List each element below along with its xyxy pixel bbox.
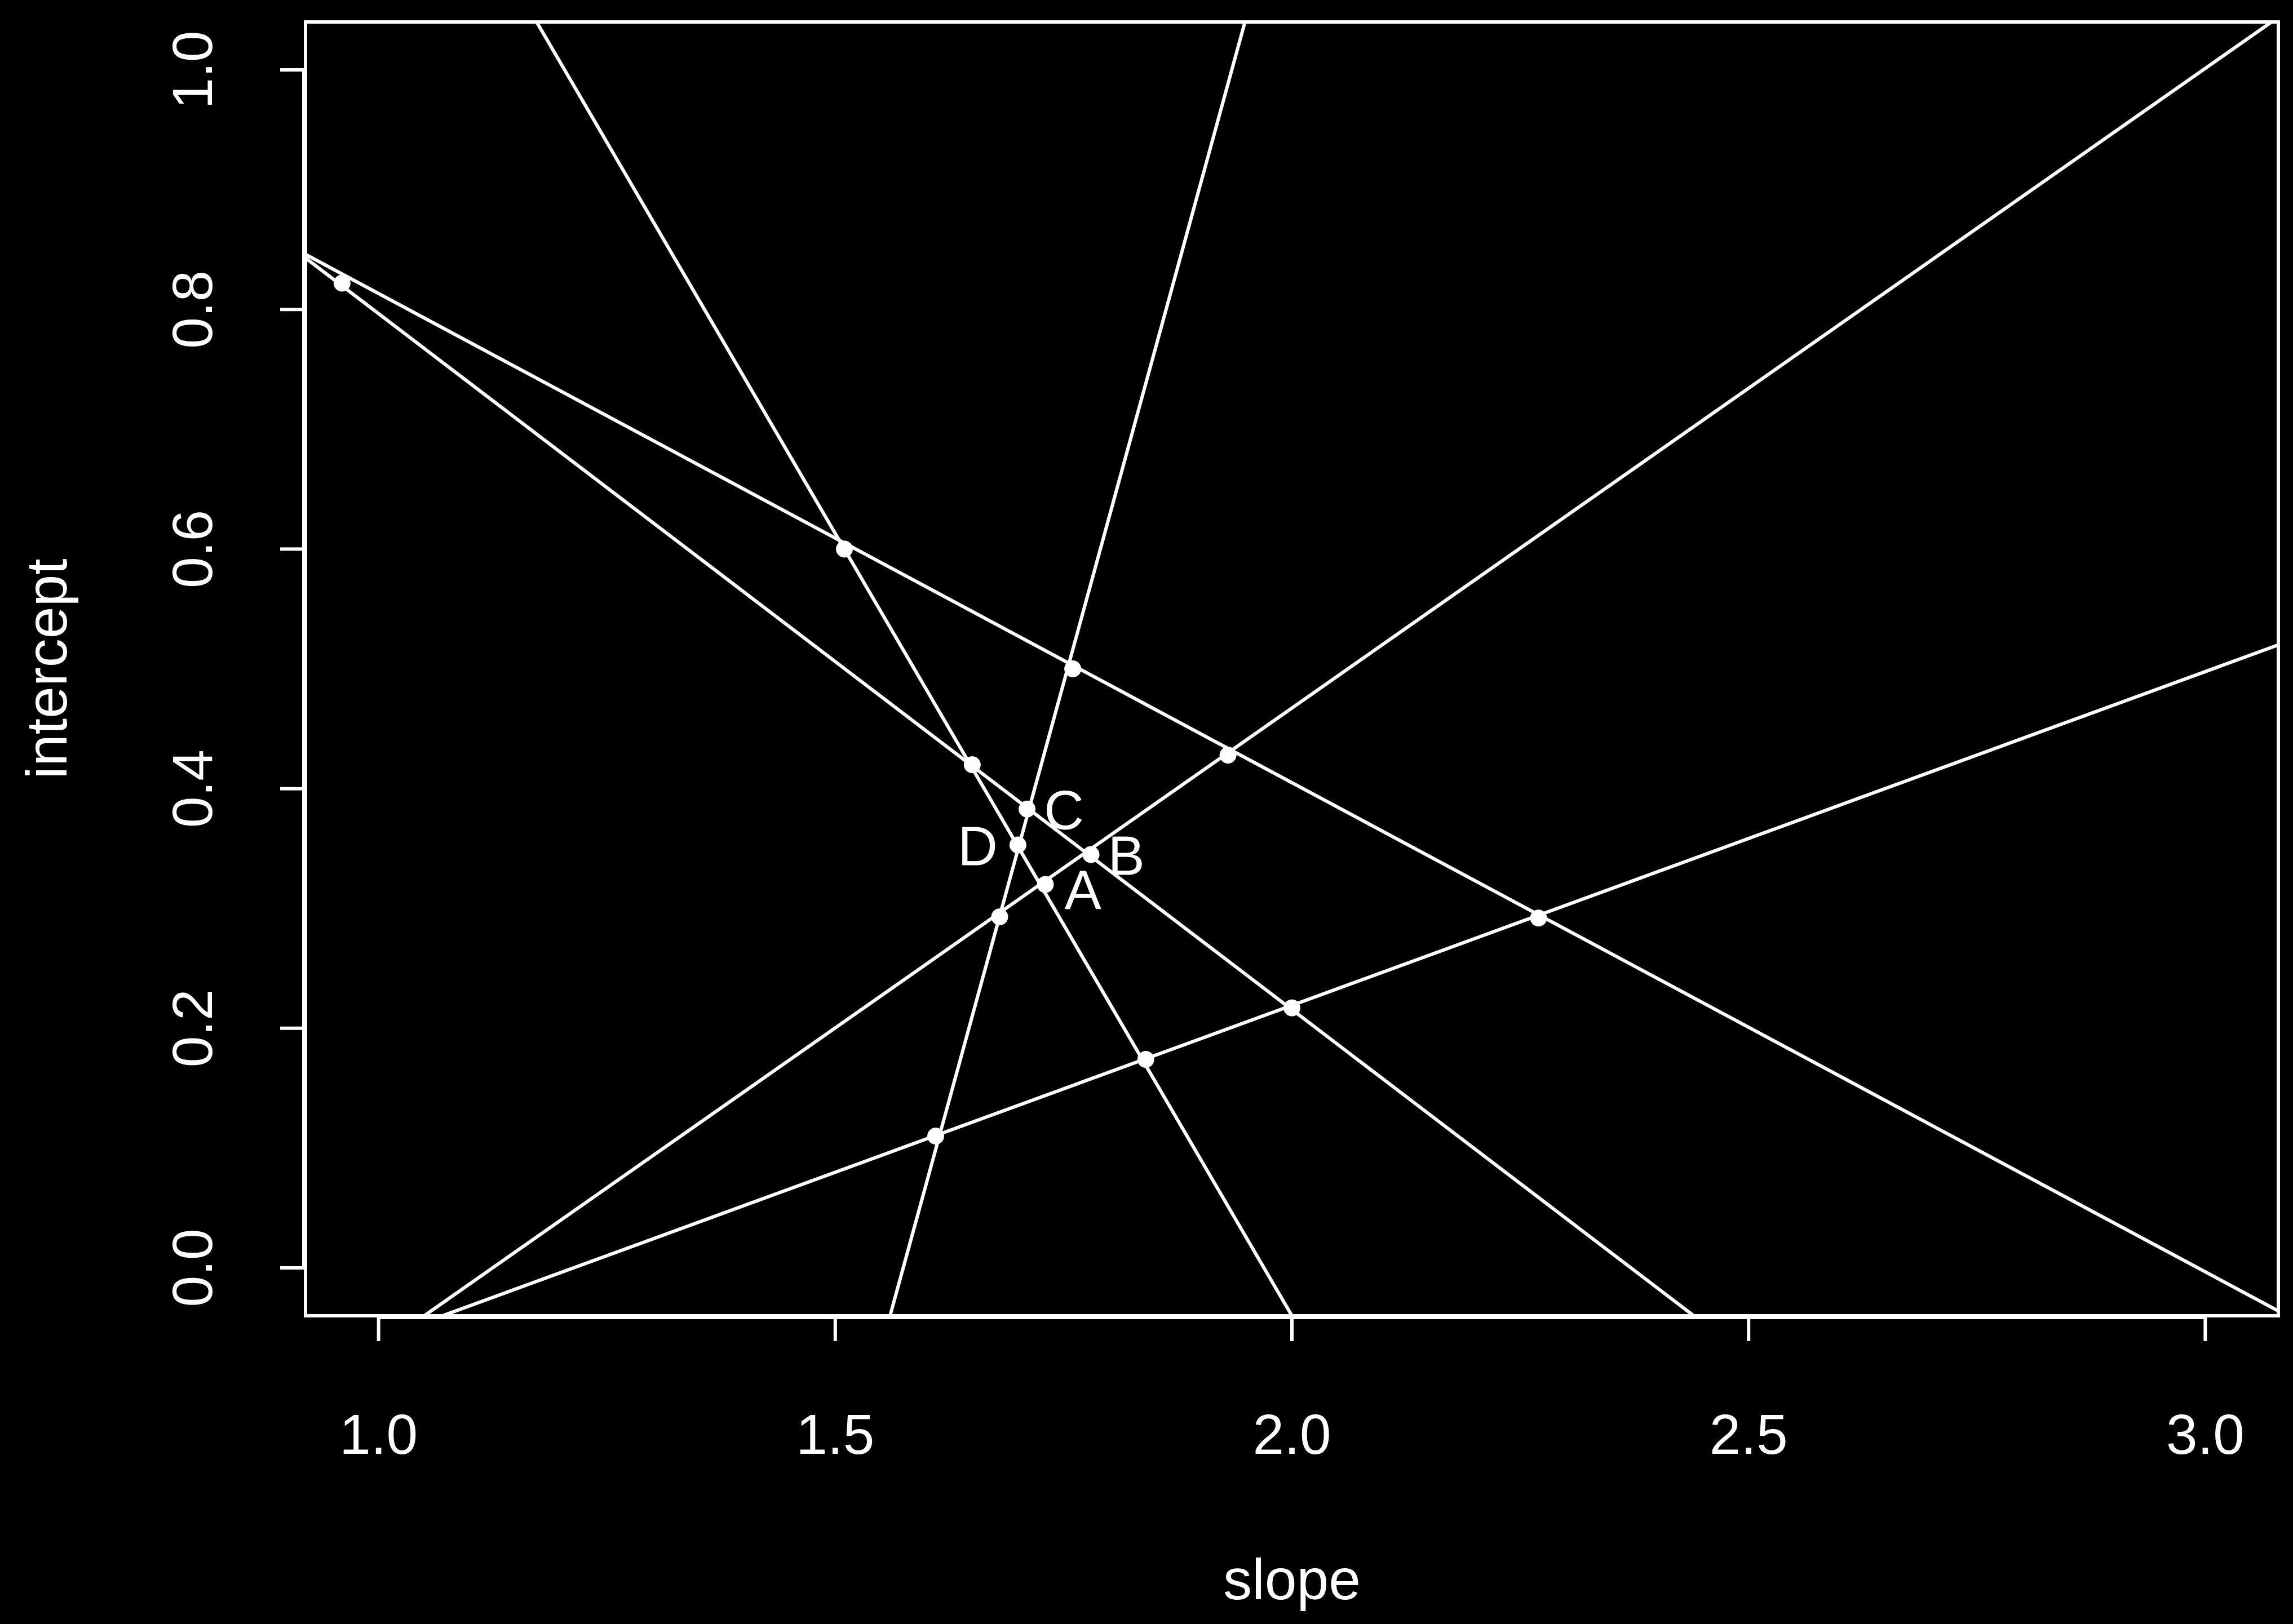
y-tick-label-2: 0.2 (161, 989, 224, 1067)
intersection-point-11 (1037, 876, 1054, 893)
dual-line-2 (306, 256, 1695, 1316)
intersection-points (333, 274, 1547, 1145)
intersection-point-2 (836, 540, 853, 558)
intersection-point-1 (333, 274, 351, 292)
point-label-b: B (1108, 825, 1145, 887)
point-label-a: A (1065, 859, 1102, 921)
y-tick-label-6: 1.0 (161, 31, 224, 109)
x-tick-label-4: 2.5 (1710, 1403, 1788, 1466)
x-tick-label-5: 3.0 (2166, 1403, 2245, 1466)
y-tick-label-5: 0.8 (161, 270, 224, 349)
intersection-point-7 (1283, 999, 1300, 1017)
intersection-point-8 (1137, 1051, 1154, 1068)
dual-line-5 (423, 22, 2275, 1316)
x-tick-label-2: 1.5 (796, 1403, 874, 1466)
dual-line-3 (534, 22, 1294, 1316)
x-tick-label-3: 2.0 (1252, 1403, 1331, 1466)
point-label-c: C (1044, 779, 1084, 841)
intersection-point-14 (1009, 836, 1026, 854)
dual-line-1 (306, 252, 2278, 1313)
intersection-point-9 (927, 1128, 945, 1145)
y-axis-label: intercept (15, 558, 79, 779)
intersection-point-4 (1219, 747, 1237, 764)
x-axis-label: slope (1223, 1547, 1361, 1612)
point-label-d: D (958, 815, 998, 877)
intersection-point-12 (1082, 846, 1100, 863)
dual-line-6 (442, 643, 2278, 1316)
y-tick-label-4: 0.6 (161, 510, 224, 588)
intersection-point-6 (963, 756, 981, 774)
intersection-point-10 (991, 908, 1008, 926)
x-tick-label-1: 1.0 (339, 1403, 418, 1466)
dual-lines (306, 22, 2278, 1316)
intersection-point-5 (1530, 909, 1547, 927)
y-axis: 0.0 0.2 0.4 0.6 0.8 1.0 (161, 31, 306, 1307)
intersection-point-13 (1019, 800, 1036, 818)
y-tick-label-3: 0.4 (161, 749, 224, 828)
intersection-point-3 (1064, 660, 1082, 677)
x-axis: 1.0 1.5 2.0 2.5 3.0 (339, 1316, 2245, 1466)
y-tick-label-1: 0.0 (161, 1228, 224, 1307)
